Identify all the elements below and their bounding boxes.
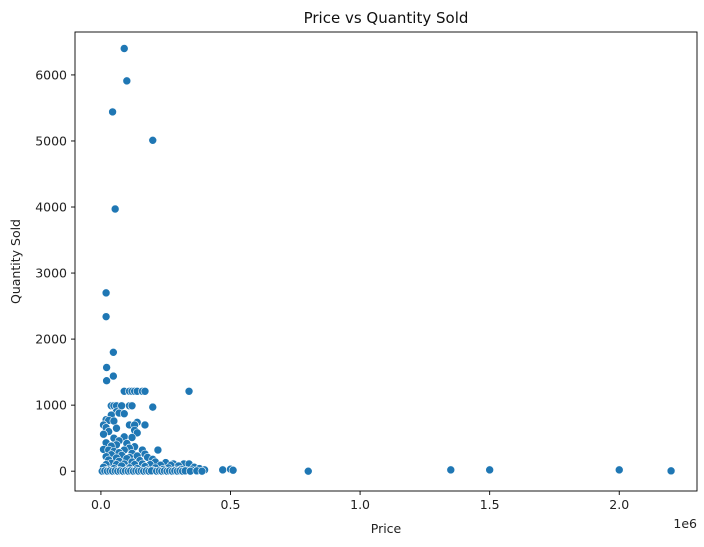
y-tick-label: 0 bbox=[59, 464, 67, 479]
x-tick-label: 1.0 bbox=[350, 497, 370, 512]
data-point bbox=[102, 363, 111, 372]
points-layer bbox=[97, 44, 676, 476]
y-tick-label: 6000 bbox=[35, 67, 67, 82]
y-tick-label: 3000 bbox=[35, 266, 67, 281]
plot-frame bbox=[74, 31, 698, 492]
x-axis: 0.0 0.5 1.0 1.5 2.0 bbox=[91, 491, 629, 512]
data-point bbox=[148, 402, 158, 412]
data-point bbox=[110, 204, 120, 214]
data-point bbox=[228, 465, 238, 475]
data-point bbox=[109, 371, 118, 381]
data-point bbox=[148, 136, 158, 145]
data-point bbox=[109, 416, 119, 426]
data-point bbox=[446, 465, 456, 475]
y-tick-label: 4000 bbox=[35, 200, 67, 215]
x-axis-title: Price bbox=[371, 521, 402, 536]
data-point bbox=[101, 312, 111, 321]
x-tick-label: 2.0 bbox=[609, 497, 629, 512]
data-point bbox=[197, 466, 207, 476]
data-point bbox=[127, 433, 137, 442]
x-tick-label: 1.5 bbox=[480, 497, 500, 512]
y-tick-label: 1000 bbox=[35, 398, 67, 413]
data-point bbox=[184, 386, 194, 396]
y-axis: 0 1000 2000 3000 4000 5000 6000 bbox=[35, 67, 75, 479]
y-tick-label: 2000 bbox=[35, 332, 67, 347]
data-point bbox=[101, 288, 111, 298]
data-point bbox=[119, 409, 129, 419]
data-point bbox=[666, 466, 676, 476]
x-tick-label: 0.0 bbox=[91, 497, 111, 512]
y-tick-label: 5000 bbox=[35, 133, 67, 148]
data-point bbox=[140, 386, 150, 396]
data-point bbox=[122, 76, 132, 86]
chart-title: Price vs Quantity Sold bbox=[304, 9, 469, 27]
data-point bbox=[153, 445, 163, 455]
x-axis-offset-label: 1e6 bbox=[673, 516, 697, 531]
data-point bbox=[303, 466, 313, 476]
data-point bbox=[108, 107, 117, 117]
data-point bbox=[109, 348, 118, 357]
data-point bbox=[112, 423, 121, 433]
x-tick-label: 0.5 bbox=[221, 497, 241, 512]
data-point bbox=[218, 465, 228, 475]
data-point bbox=[127, 401, 137, 411]
data-point bbox=[140, 420, 150, 430]
data-point bbox=[99, 429, 108, 439]
data-point bbox=[614, 465, 624, 475]
y-axis-title: Quantity Sold bbox=[8, 219, 23, 304]
data-point bbox=[485, 465, 494, 475]
data-point bbox=[102, 376, 111, 386]
data-point bbox=[119, 44, 129, 53]
